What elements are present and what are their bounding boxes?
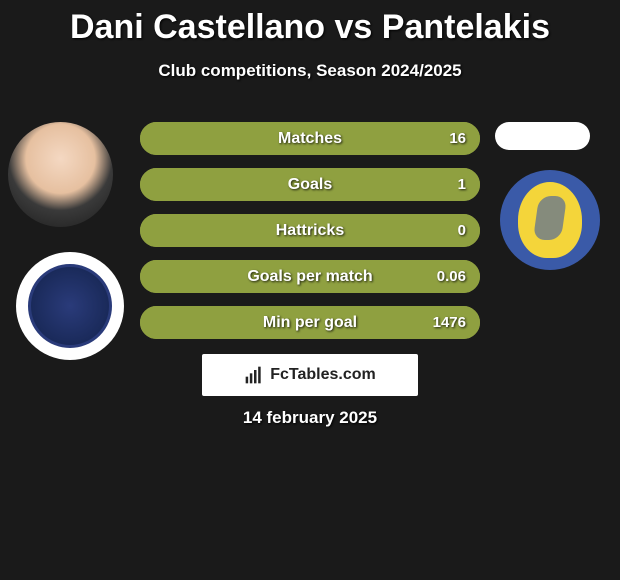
comparison-card: Dani Castellano vs Pantelakis Club compe… bbox=[0, 0, 620, 580]
club-left-badge bbox=[16, 252, 124, 360]
stat-value: 16 bbox=[449, 122, 466, 155]
stat-label: Matches bbox=[278, 130, 342, 148]
club-right-badge bbox=[500, 170, 600, 270]
bar-chart-icon bbox=[244, 365, 264, 385]
brand-text: FcTables.com bbox=[270, 366, 376, 384]
stats-list: Matches 16 Goals 1 Hattricks 0 Goals per… bbox=[140, 122, 480, 352]
stat-value: 1476 bbox=[433, 306, 466, 339]
stat-row: Matches 16 bbox=[140, 122, 480, 155]
brand-badge: FcTables.com bbox=[202, 354, 418, 396]
stat-label: Goals per match bbox=[247, 268, 372, 286]
club-left-badge-inner bbox=[28, 264, 112, 348]
stat-row: Min per goal 1476 bbox=[140, 306, 480, 339]
player-right-avatar bbox=[495, 122, 590, 150]
stat-label: Hattricks bbox=[276, 222, 344, 240]
stat-value: 1 bbox=[458, 168, 466, 201]
stat-label: Min per goal bbox=[263, 314, 357, 332]
stat-row: Goals 1 bbox=[140, 168, 480, 201]
page-title: Dani Castellano vs Pantelakis bbox=[0, 0, 620, 47]
stat-label: Goals bbox=[288, 176, 332, 194]
stat-value: 0.06 bbox=[437, 260, 466, 293]
date-text: 14 february 2025 bbox=[0, 408, 620, 428]
club-right-badge-inner bbox=[518, 182, 582, 258]
stat-row: Goals per match 0.06 bbox=[140, 260, 480, 293]
player-left-avatar bbox=[8, 122, 113, 227]
stat-value: 0 bbox=[458, 214, 466, 247]
page-subtitle: Club competitions, Season 2024/2025 bbox=[0, 61, 620, 81]
stat-row: Hattricks 0 bbox=[140, 214, 480, 247]
